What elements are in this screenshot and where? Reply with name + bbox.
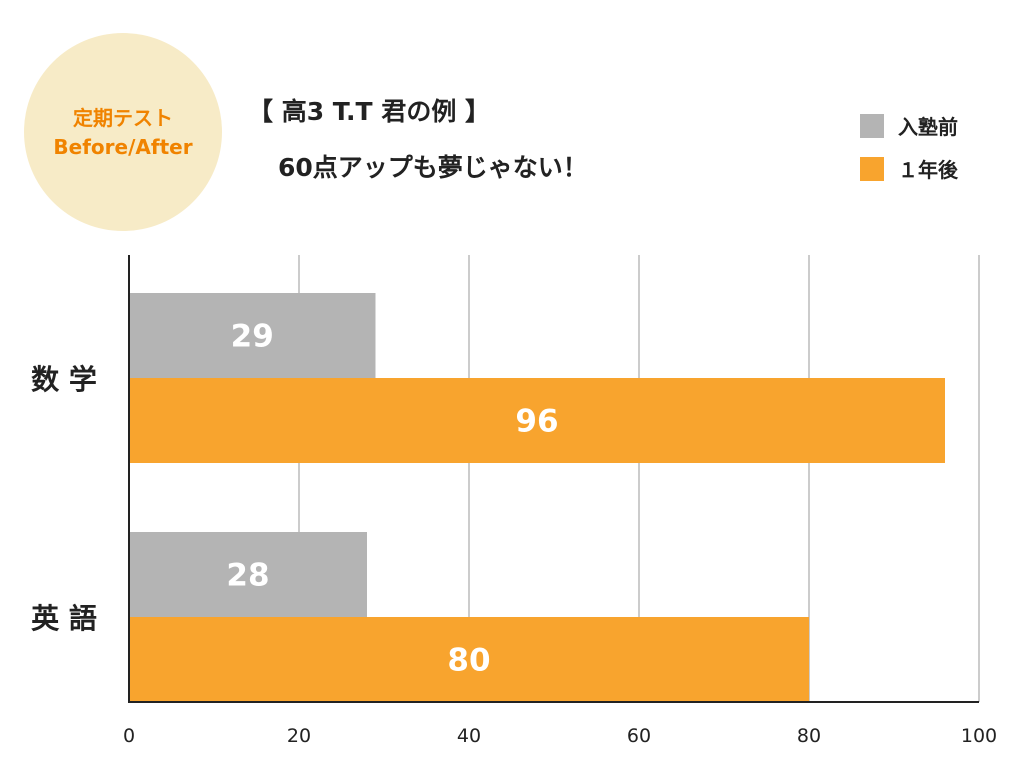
- bar: [129, 617, 809, 702]
- legend-swatch-after: [860, 156, 884, 181]
- chart-subtitle: 60点アップも夢じゃない！: [278, 153, 588, 182]
- bar-value-label: 29: [231, 319, 274, 355]
- x-tick-label: 40: [457, 725, 481, 747]
- legend-swatch-before: [860, 113, 884, 138]
- x-tick-label: 80: [797, 725, 821, 747]
- legend-item-before: 入塾前: [860, 112, 958, 139]
- badge-line2: Before/After: [53, 135, 193, 159]
- x-tick-label: 0: [123, 725, 135, 747]
- x-tick-label: 20: [287, 725, 311, 747]
- legend-label-before: 入塾前: [898, 115, 958, 139]
- category-label: 英 語: [31, 602, 97, 635]
- badge-line1: 定期テスト: [73, 106, 173, 130]
- x-tick-label: 60: [627, 725, 651, 747]
- x-tick-label: 100: [961, 725, 997, 747]
- before-after-badge: 定期テスト Before/After: [24, 33, 222, 231]
- legend-label-after: １年後: [898, 158, 958, 182]
- bar-value-label: 80: [447, 643, 490, 679]
- legend: 入塾前 １年後: [860, 112, 958, 198]
- legend-item-after: １年後: [860, 155, 958, 182]
- bar: [129, 293, 376, 378]
- category-label: 数 学: [31, 363, 97, 396]
- bar-value-label: 28: [226, 558, 269, 594]
- bar-value-label: 96: [515, 404, 558, 440]
- bar: [129, 532, 367, 617]
- bar: [129, 378, 945, 463]
- chart-title: 【 高3 T.T 君の例 】: [248, 97, 491, 126]
